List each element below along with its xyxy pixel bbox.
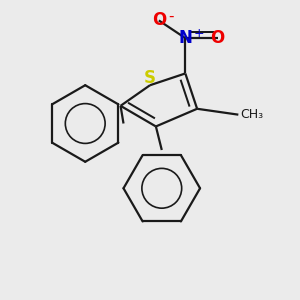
Text: O: O	[152, 11, 166, 29]
Text: CH₃: CH₃	[240, 108, 263, 121]
Text: +: +	[193, 27, 204, 40]
Text: S: S	[144, 69, 156, 87]
Text: -: -	[168, 8, 173, 23]
Text: N: N	[178, 29, 192, 47]
Text: O: O	[211, 29, 225, 47]
